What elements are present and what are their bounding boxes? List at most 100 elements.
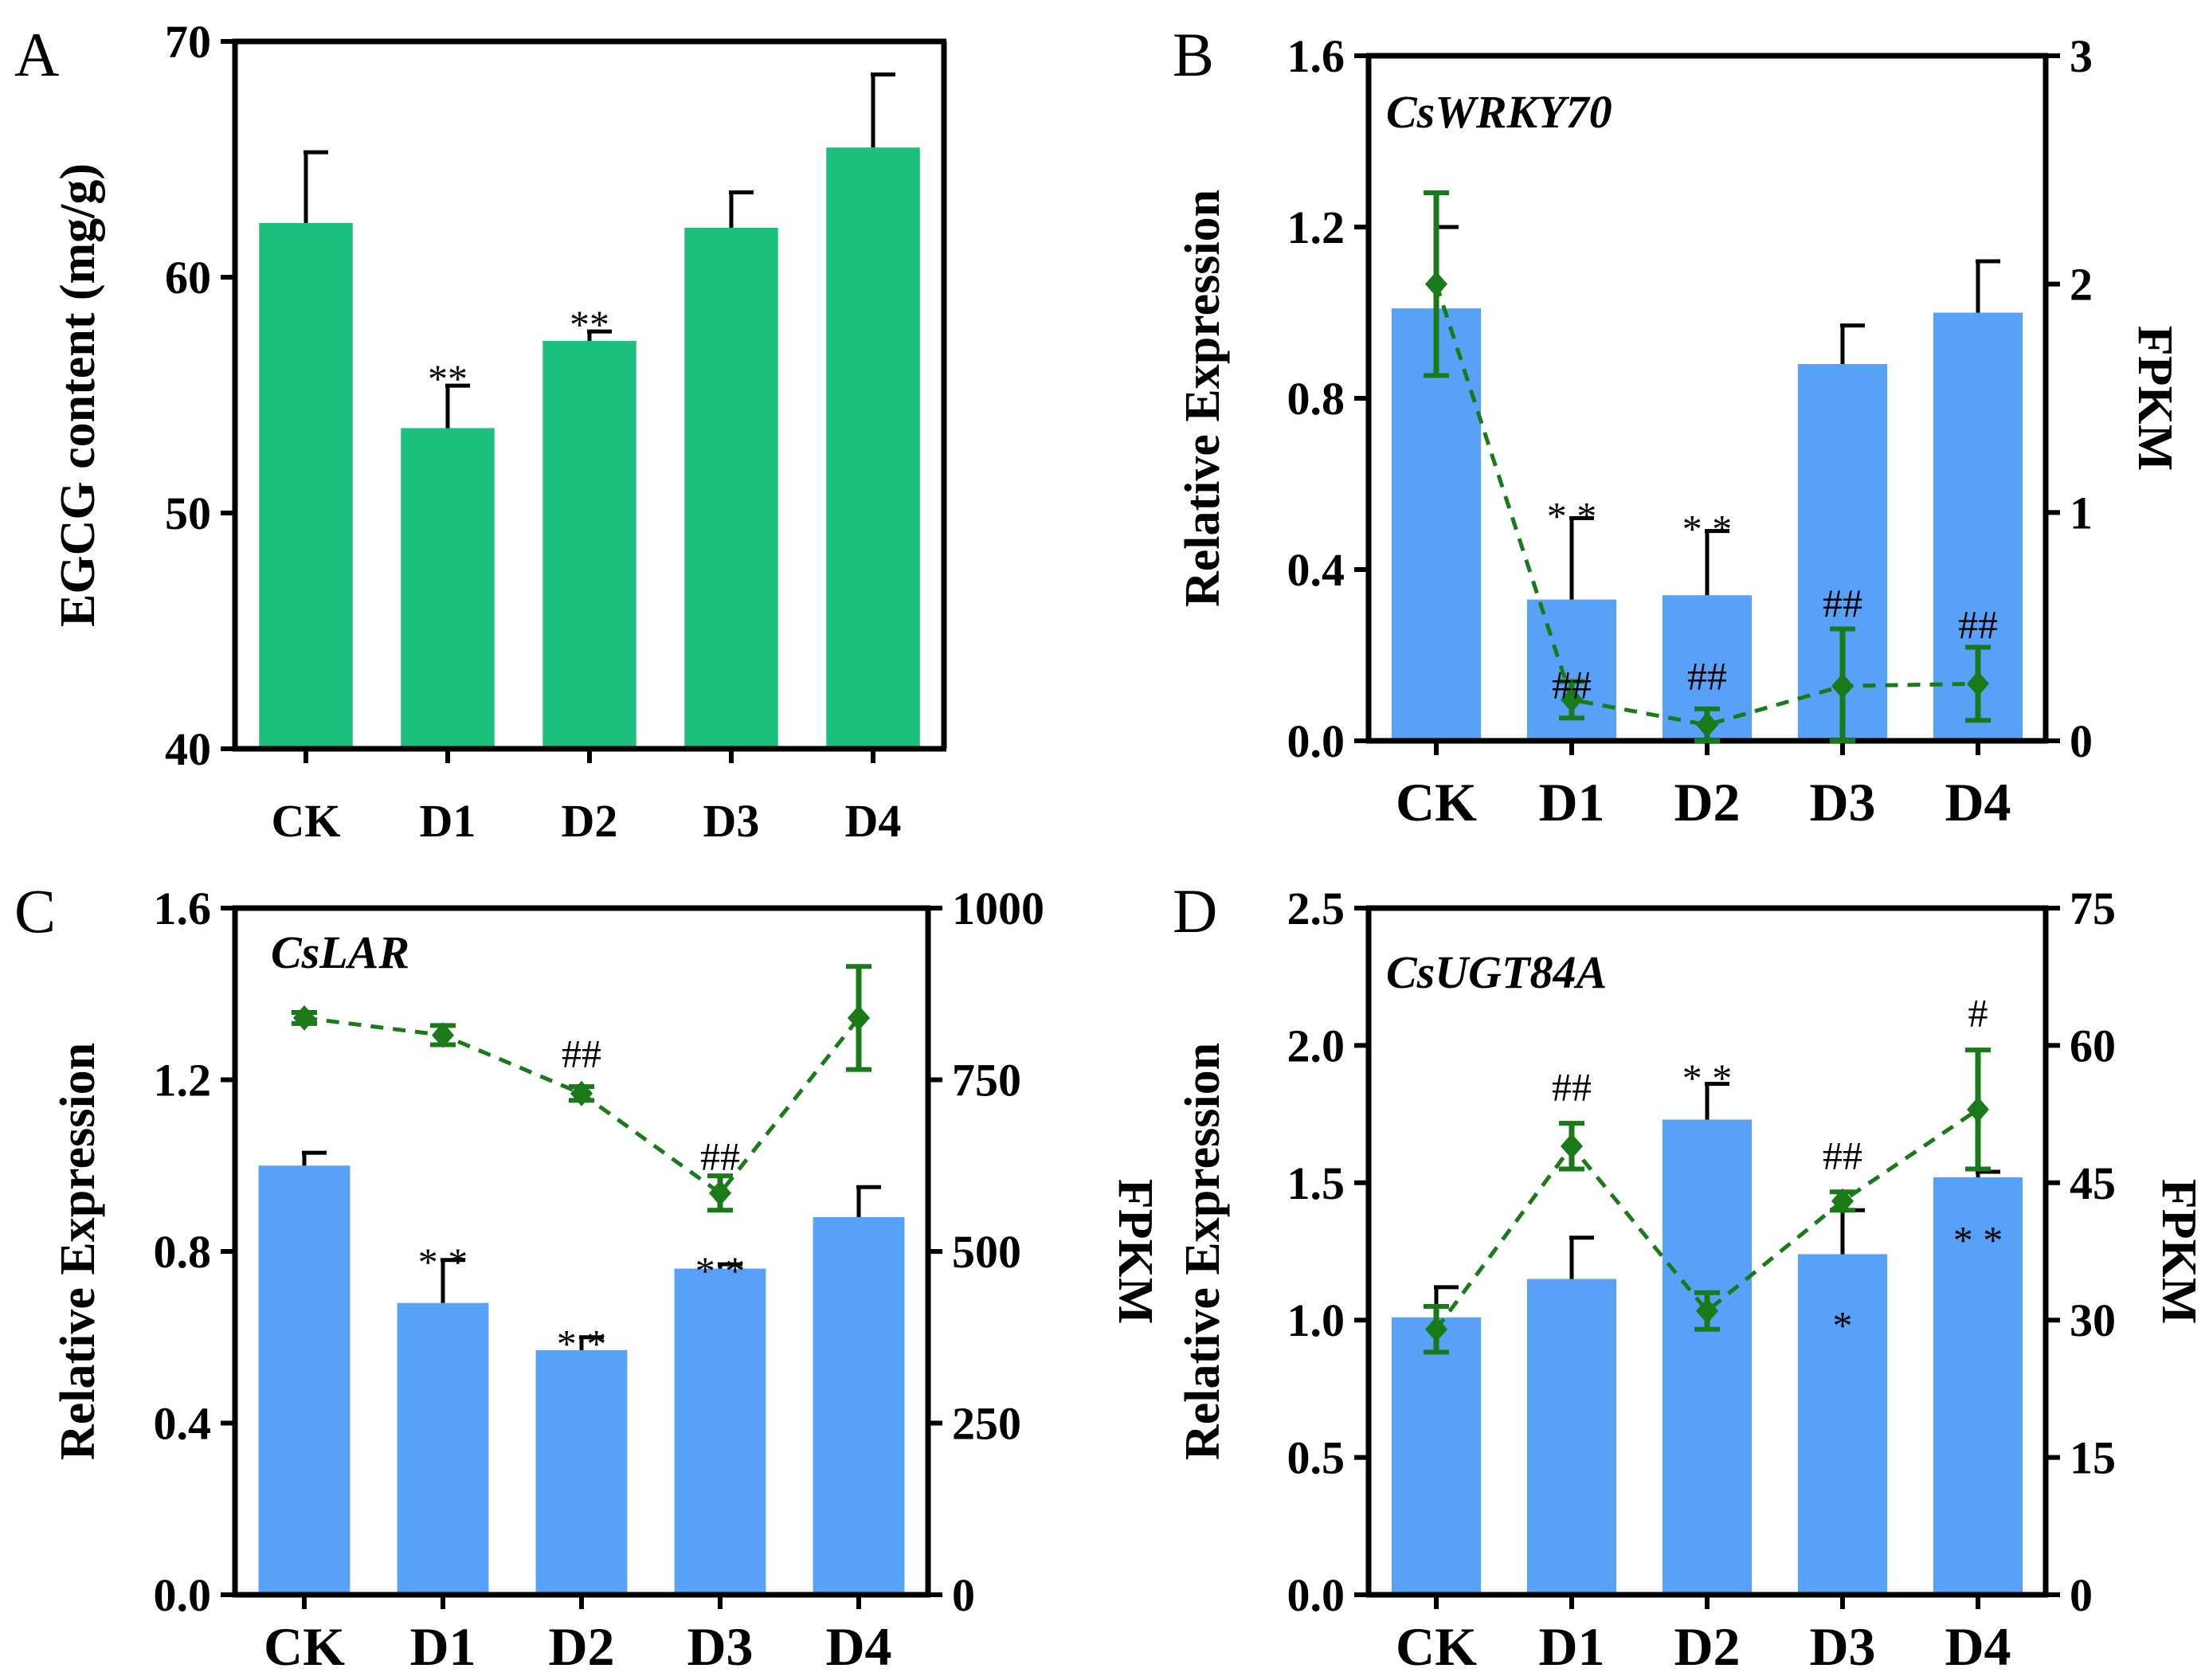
- significance-mark: * *: [1682, 507, 1733, 551]
- x-tick-label-d2: D2: [562, 795, 618, 847]
- y-axis-label: Relative Expression: [51, 1043, 105, 1460]
- bar-d4: [826, 147, 920, 749]
- y-tick-label: 1.2: [154, 1055, 212, 1106]
- fpkm-point-d2: [1696, 711, 1718, 738]
- panel-b: B CsWRKY70 0.0 0.4 0.8 1.2 1.6 0 1 2 3 CK D1 D2 D3 D4 Re…: [1173, 20, 2182, 832]
- fpkm-point-d3: [709, 1180, 731, 1206]
- x-tick-label-d2: D2: [1674, 772, 1740, 832]
- fpkm-point-ck: [1425, 1316, 1447, 1342]
- x-tick-label-d2: D2: [548, 1616, 614, 1677]
- significance-mark: **: [570, 302, 609, 347]
- x-tick-label-d1: D1: [409, 1616, 476, 1677]
- significance-mark: * *: [695, 1248, 746, 1293]
- y-tick-label: 50: [165, 488, 211, 539]
- y-tick-label: 1.6: [1287, 30, 1345, 82]
- x-tick-label-d4: D4: [845, 795, 902, 847]
- x-tick-label-d1: D1: [1538, 1616, 1604, 1677]
- y2-tick-label: 3: [2070, 30, 2093, 82]
- y2-tick-label: 60: [2070, 1020, 2116, 1071]
- y2-axis-label: FPKM: [2152, 1179, 2205, 1325]
- y2-axis-label: FPKM: [1108, 1179, 1162, 1325]
- y-axis-label: Relative Expression: [1176, 190, 1230, 607]
- significance-mark: * *: [1547, 493, 1597, 538]
- significance-mark: * *: [1682, 1055, 1733, 1100]
- gene-title: CsWRKY70: [1386, 86, 1612, 138]
- y2-tick-label: 0: [952, 1569, 975, 1621]
- fpkm-point-d2: [1696, 1298, 1718, 1324]
- y-tick-label: 0.0: [1287, 1569, 1345, 1621]
- panel-d: D CsUGT84A 0.0 0.5 1.0 1.5 2.0 2.5 0 15 30 45 60 75 CK…: [1173, 876, 2205, 1677]
- x-tick-label-ck: CK: [264, 1616, 345, 1677]
- fpkm-point-ck: [293, 1004, 315, 1031]
- significance-mark: ##: [562, 1031, 601, 1075]
- bar-ck: [1391, 1317, 1482, 1595]
- significance-mark: * *: [1953, 1217, 2003, 1262]
- fpkm-point-d4: [1967, 671, 1989, 697]
- y2-tick-label: 250: [952, 1398, 1021, 1450]
- y2-tick-label: 750: [952, 1055, 1021, 1106]
- fpkm-point-d3: [1831, 1188, 1854, 1214]
- bar-d1: [401, 428, 495, 749]
- y2-tick-label: 15: [2070, 1432, 2116, 1484]
- y-tick-label: 0.0: [1287, 715, 1345, 767]
- x-tick-label-d3: D3: [703, 795, 760, 847]
- bar-d3: [1797, 1254, 1888, 1595]
- fpkm-point-d1: [1561, 687, 1583, 713]
- significance-mark: ##: [1552, 662, 1592, 707]
- significance-mark: ##: [1823, 581, 1862, 625]
- y2-tick-label: 1: [2070, 487, 2093, 538]
- bar-d1: [1526, 1279, 1617, 1595]
- fpkm-point-ck: [1425, 271, 1447, 297]
- bar-d3: [684, 227, 778, 750]
- y-tick-label: 1.0: [1287, 1294, 1345, 1346]
- x-tick-label-d4: D4: [1945, 772, 2011, 832]
- y-tick-label: 0.5: [1287, 1432, 1345, 1484]
- panel-letter: B: [1173, 20, 1214, 89]
- significance-mark: ##: [1687, 654, 1727, 699]
- significance-mark: ##: [1552, 1064, 1592, 1109]
- fpkm-point-d2: [570, 1080, 593, 1106]
- bar-d4: [1933, 1177, 2023, 1595]
- y-tick-label: 1.2: [1287, 202, 1345, 253]
- x-tick-label-d4: D4: [1945, 1616, 2011, 1677]
- significance-mark: ##: [1958, 602, 1998, 647]
- y-tick-label: 0.0: [154, 1569, 212, 1621]
- y2-tick-label: 75: [2070, 883, 2116, 934]
- x-tick-label-ck: CK: [272, 795, 341, 847]
- y-tick-label: 0.8: [1287, 373, 1345, 425]
- panel-a: A 40 50 60 70 CK D1 D2 D3 D4 EGCG content (mg/g) **…: [14, 16, 947, 847]
- gene-title: CsLAR: [271, 926, 409, 978]
- y2-tick-label: 0: [2070, 1569, 2093, 1621]
- x-tick-label-ck: CK: [1396, 772, 1477, 832]
- x-tick-label-d4: D4: [825, 1616, 891, 1677]
- bar-d2: [1662, 1119, 1753, 1595]
- y-tick-label: 40: [165, 723, 211, 775]
- fpkm-line: [1434, 283, 1979, 727]
- y2-tick-label: 30: [2070, 1294, 2116, 1346]
- significance-mark: ##: [700, 1134, 740, 1179]
- y2-tick-label: 2: [2070, 259, 2093, 311]
- panel-letter: A: [14, 20, 59, 89]
- fpkm-point-d4: [848, 1004, 870, 1031]
- y-tick-label: 1.5: [1287, 1157, 1345, 1209]
- bar-d3: [674, 1268, 766, 1595]
- x-tick-label-ck: CK: [1396, 1616, 1477, 1677]
- y-axis-label: EGCG content (mg/g): [51, 163, 105, 627]
- y-tick-label: 2.0: [1287, 1020, 1345, 1071]
- y-tick-label: 60: [165, 252, 211, 303]
- significance-mark: **: [428, 356, 468, 401]
- fpkm-point-d1: [432, 1022, 454, 1048]
- bar-d2: [535, 1349, 628, 1595]
- y-tick-label: 0.4: [1287, 544, 1345, 596]
- bar-ck: [258, 1165, 351, 1595]
- bar-d1: [397, 1302, 489, 1595]
- bar-d2: [542, 340, 636, 749]
- fpkm-point-d3: [1831, 673, 1854, 699]
- y-tick-label: 1.6: [154, 883, 212, 934]
- bar-ck: [259, 222, 353, 749]
- panel-c: C CsLAR 0.0 0.4 0.8 1.2 1.6 0 250 500 750 1000 CK D1 D…: [14, 876, 1162, 1677]
- x-tick-label-d2: D2: [1674, 1616, 1740, 1677]
- gene-title: CsUGT84A: [1386, 946, 1607, 998]
- y2-axis-label: FPKM: [2128, 326, 2182, 472]
